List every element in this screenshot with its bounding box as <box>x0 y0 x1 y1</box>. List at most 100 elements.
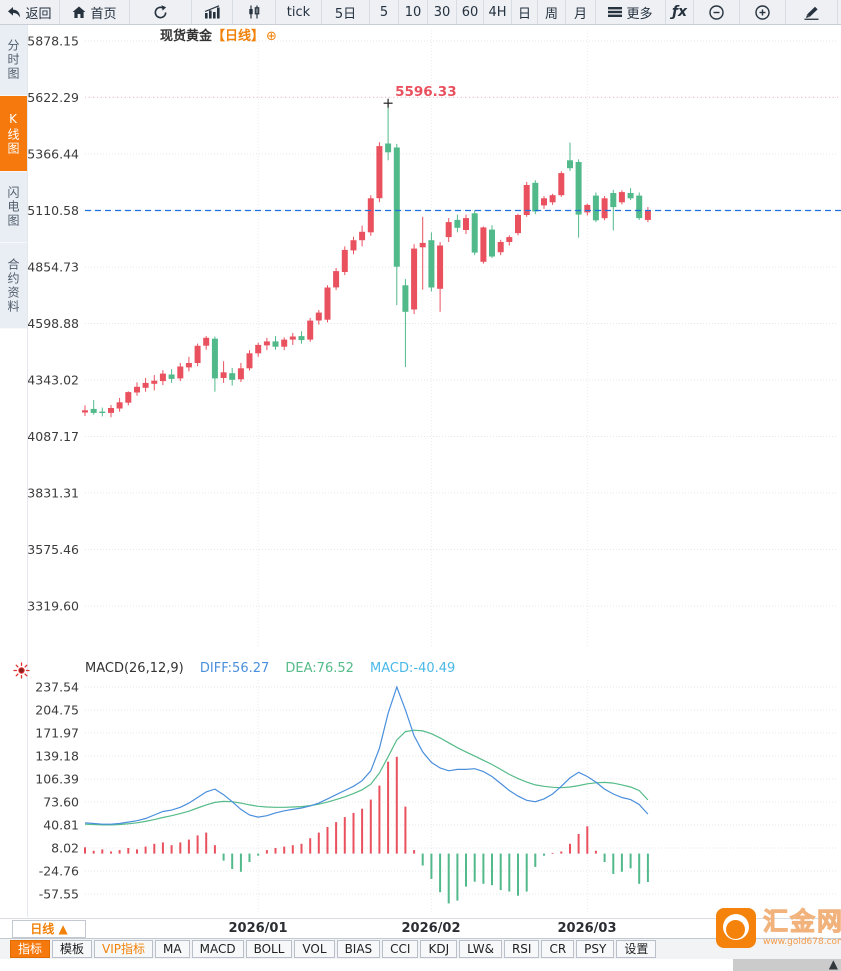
footer-tab-templates[interactable]: 模板 <box>52 940 93 958</box>
macd-value: MACD:-40.49 <box>370 661 456 676</box>
sidebar-item-kline-chart[interactable]: K线图 <box>0 96 27 172</box>
toolbar-item-label: 日 <box>517 6 531 22</box>
svg-text:237.54: 237.54 <box>35 680 79 695</box>
toolbar-item-4h[interactable]: 4H <box>484 0 512 24</box>
svg-text:5878.15: 5878.15 <box>27 34 79 49</box>
footer-tab-bias[interactable]: BIAS <box>336 940 381 958</box>
footer-tab-settings[interactable]: 设置 <box>616 940 657 958</box>
logo-url: www.gold678.com <box>763 937 841 947</box>
toolbar-item-5min[interactable]: 5 <box>370 0 399 24</box>
footer-tab-boll[interactable]: BOLL <box>245 940 293 958</box>
macd-settings-icon[interactable] <box>13 662 30 683</box>
toolbar-item-label: 月 <box>573 6 587 22</box>
pen-icon <box>803 5 820 20</box>
footer-tab-ma[interactable]: MA <box>155 940 190 958</box>
svg-text:40.81: 40.81 <box>43 818 79 833</box>
toolbar-item-week[interactable]: 周 <box>538 0 566 24</box>
svg-text:73.60: 73.60 <box>43 795 79 810</box>
toolbar-item-home[interactable]: 首页 <box>60 0 130 24</box>
diff-value: DIFF:56.27 <box>199 661 270 676</box>
toolbar-item-label: 30 <box>433 4 451 20</box>
toolbar-item-more[interactable]: 更多 <box>596 0 666 24</box>
footer-tab-macd[interactable]: MACD <box>191 940 244 958</box>
footer-tab-indicators[interactable]: 指标 <box>10 940 51 958</box>
sidebar-item-lightning-chart[interactable]: 闪电图 <box>0 172 27 243</box>
toolbar-item-day[interactable]: 日 <box>512 0 538 24</box>
toolbar-item-label: 10 <box>404 4 422 20</box>
toolbar-item-5d[interactable]: 5日 <box>322 0 370 24</box>
toolbar-item-label: 更多 <box>626 6 653 22</box>
toolbar-item-tick[interactable]: tick <box>276 0 322 24</box>
zoom-in-icon <box>754 4 771 21</box>
footer-tab-cr[interactable]: CR <box>541 940 575 958</box>
bar-chart-icon <box>204 5 221 19</box>
toolbar-item-label: 60 <box>461 4 479 20</box>
toolbar-item-label: tick <box>286 4 311 20</box>
svg-text:106.39: 106.39 <box>35 772 79 787</box>
watermark-logo: 汇金网 www.gold678.com <box>716 907 841 948</box>
svg-text:4854.73: 4854.73 <box>27 260 79 275</box>
zoom-out-icon <box>708 4 725 21</box>
toolbar-item-label: 5 <box>379 4 389 20</box>
svg-text:3831.31: 3831.31 <box>27 486 79 501</box>
fx-icon: ƒx <box>671 4 688 20</box>
toolbar-item-candlestick-type[interactable] <box>233 0 276 24</box>
svg-text:204.75: 204.75 <box>35 703 79 718</box>
instrument-name: 现货黄金 <box>160 29 213 44</box>
toolbar-item-zoom-out[interactable] <box>694 0 740 24</box>
macd-header: MACD(26,12,9) DIFF:56.27 DEA:76.52 MACD:… <box>85 661 467 676</box>
back-icon <box>7 6 21 19</box>
period-selector[interactable]: 日线 ▲ <box>12 920 86 938</box>
x-axis-month-label: 2026/02 <box>401 921 461 936</box>
svg-text:4343.02: 4343.02 <box>27 373 79 388</box>
menu-icon <box>608 6 623 18</box>
indicator-tabbar: 指标 模板 VIP指标 MA MACD BOLL VOL BIAS CCI KDJ LW& RSI CR… <box>0 938 841 959</box>
toolbar-item-label: 返回 <box>25 6 52 22</box>
footer-tab-rsi[interactable]: RSI <box>503 940 540 958</box>
toolbar-item-draw[interactable] <box>786 0 838 24</box>
toolbar-item-zoom-in[interactable] <box>740 0 786 24</box>
logo-name: 汇金网 <box>763 907 841 936</box>
toolbar-item-60min[interactable]: 60 <box>457 0 484 24</box>
chart-title: 现货黄金【日线】 ⊕ <box>160 25 277 44</box>
footer-tab-vol[interactable]: VOL <box>294 940 335 958</box>
high-marker-label: 5596.33 <box>395 84 457 100</box>
svg-text:3575.46: 3575.46 <box>27 542 79 557</box>
macd-gridlines <box>85 686 838 895</box>
toolbar-item-month[interactable]: 月 <box>566 0 596 24</box>
logo-icon <box>716 908 756 948</box>
footer-tab-cci[interactable]: CCI <box>382 940 419 958</box>
footer-tab-psy[interactable]: PSY <box>576 940 615 958</box>
svg-text:-57.55: -57.55 <box>39 887 79 902</box>
footer-tab-kdj[interactable]: KDJ <box>420 940 458 958</box>
footer-tab-lwr[interactable]: LW& <box>459 940 502 958</box>
sidebar-item-contract-info[interactable]: 合约资料 <box>0 243 27 329</box>
toolbar-item-label: 首页 <box>90 6 117 22</box>
circle-plus-icon[interactable]: ⊕ <box>266 29 277 44</box>
toolbar-item-back[interactable]: 返回 <box>0 0 60 24</box>
toolbar-item-fx[interactable]: ƒx <box>666 0 694 24</box>
dea-line <box>84 729 649 826</box>
x-axis-month-label: 2026/03 <box>557 921 617 936</box>
sidebar-item-time-chart[interactable]: 分时图 <box>0 25 27 96</box>
chart-type-sidebar: 分时图 K线图 闪电图 合约资料 <box>0 25 27 329</box>
footer-tab-vip-indicators[interactable]: VIP指标 <box>94 940 154 958</box>
scroll-up-icon[interactable]: ▲ <box>828 957 838 971</box>
svg-text:139.18: 139.18 <box>35 749 79 764</box>
svg-text:5366.44: 5366.44 <box>27 147 79 162</box>
svg-text:4087.17: 4087.17 <box>27 429 79 444</box>
top-toolbar: 返回 首页 tick 5日 5 10 30 60 4H 日周月 更多 ƒx <box>0 0 841 25</box>
macd-params: MACD(26,12,9) <box>85 661 184 676</box>
svg-text:3319.60: 3319.60 <box>27 599 79 614</box>
svg-text:4598.88: 4598.88 <box>27 316 79 331</box>
candlestick-icon <box>247 5 261 19</box>
home-icon <box>72 6 86 19</box>
toolbar-item-10min[interactable]: 10 <box>399 0 428 24</box>
candlestick-series[interactable] <box>82 103 651 418</box>
toolbar-item-30min[interactable]: 30 <box>428 0 457 24</box>
horizontal-scrollbar[interactable]: ▲ <box>733 957 841 971</box>
toolbar-item-refresh[interactable] <box>130 0 192 24</box>
svg-text:5110.58: 5110.58 <box>27 203 79 218</box>
toolbar-item-bar-chart-type[interactable] <box>192 0 233 24</box>
